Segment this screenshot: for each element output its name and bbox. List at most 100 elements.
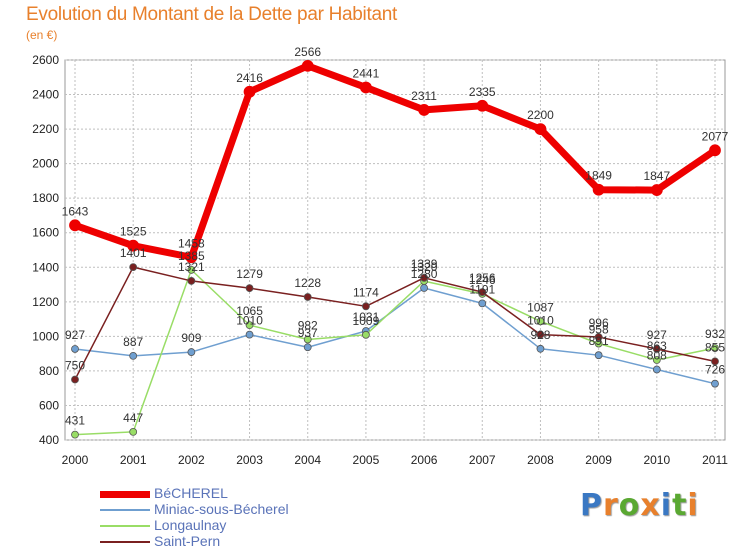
- data-label: 2311: [411, 89, 437, 103]
- x-tick-label: 2005: [353, 453, 380, 467]
- data-point: [187, 277, 196, 285]
- data-point: [711, 344, 719, 353]
- data-label: 808: [647, 349, 667, 363]
- data-point: [420, 284, 428, 292]
- series-line: [74, 269, 716, 436]
- data-label: 887: [123, 335, 143, 349]
- data-point: [303, 343, 312, 352]
- data-point: [536, 344, 545, 353]
- legend-item: Saint-Pern: [100, 533, 360, 550]
- x-tick-label: 2000: [62, 453, 89, 467]
- data-label: 1246: [469, 273, 496, 287]
- data-point: [245, 330, 254, 339]
- data-label: 750: [65, 359, 85, 373]
- data-label: 1191: [469, 282, 495, 296]
- y-tick-label: 800: [39, 364, 59, 378]
- y-tick-label: 1200: [32, 295, 59, 309]
- data-point: [709, 144, 721, 157]
- legend-label: BéCHEREL: [154, 485, 228, 501]
- data-label: 1010: [236, 314, 263, 328]
- data-label: 863: [647, 339, 667, 353]
- data-label: 1280: [411, 267, 438, 281]
- data-label: 1228: [294, 276, 321, 290]
- legend-label: Miniac-sous-Bécherel: [154, 501, 289, 517]
- data-point: [129, 263, 138, 272]
- y-tick-label: 2200: [32, 122, 59, 136]
- legend-swatch: [100, 541, 150, 543]
- y-tick-label: 600: [39, 398, 59, 412]
- series-layer: [69, 59, 721, 439]
- legend: BéCHEREL Miniac-sous-Bécherel Longaulnay Sa…: [100, 485, 360, 550]
- logo-letter: x: [640, 488, 661, 523]
- legend-label: Saint-Pern: [154, 533, 221, 549]
- x-tick-label: 2008: [527, 453, 554, 467]
- plot-frame: [64, 59, 726, 441]
- data-point: [301, 59, 314, 72]
- data-label: 1031: [353, 310, 380, 324]
- data-label: 927: [647, 328, 667, 342]
- logo-letter: o: [618, 488, 641, 523]
- data-label: 1401: [120, 246, 147, 260]
- data-label: 937: [298, 326, 318, 340]
- data-label: 1847: [643, 169, 670, 183]
- data-point: [71, 345, 79, 353]
- legend-item: BéCHEREL: [100, 485, 360, 502]
- data-labels: 1643 1525 1458 2416 2566 2441 2311 2335 2200 1849…: [62, 45, 729, 428]
- logo-letter: r: [603, 488, 619, 523]
- data-label: 1321: [178, 260, 205, 274]
- data-label: 1339: [411, 257, 438, 271]
- data-label: 996: [589, 316, 609, 330]
- legend-swatch: [100, 525, 150, 527]
- x-tick-label: 2007: [469, 453, 496, 467]
- series-line: [74, 266, 716, 381]
- data-point: [245, 284, 254, 293]
- data-point: [418, 104, 430, 116]
- data-point: [536, 330, 545, 339]
- data-label: 1458: [178, 236, 205, 250]
- data-point: [594, 351, 603, 360]
- data-label: 1385: [178, 249, 205, 263]
- series-line: [71, 62, 719, 261]
- data-label: 932: [705, 327, 725, 341]
- x-tick-label: 2006: [411, 453, 438, 467]
- data-label: 958: [589, 323, 609, 337]
- data-point: [650, 184, 663, 196]
- data-point: [478, 288, 487, 297]
- data-label: 1009: [353, 314, 380, 328]
- data-point: [362, 330, 370, 339]
- data-label: 2566: [294, 45, 321, 59]
- data-label: 431: [65, 414, 85, 428]
- data-label: 1849: [585, 169, 612, 183]
- data-point: [711, 357, 719, 366]
- data-label: 2077: [702, 129, 729, 143]
- x-tick-label: 2004: [294, 453, 321, 467]
- data-point: [478, 299, 487, 308]
- y-tick-label: 1600: [32, 226, 59, 240]
- data-point: [536, 317, 545, 326]
- data-label: 2441: [353, 66, 380, 80]
- chart-title: Evolution du Montant de la Dette par Hab…: [26, 4, 397, 25]
- data-label: 1065: [236, 304, 263, 318]
- data-label: 2416: [236, 71, 263, 85]
- data-point: [303, 293, 312, 301]
- data-point: [420, 273, 428, 282]
- axes: 400 600 800 1000 1200 1400 1600 1800 2000 2200 240…: [32, 53, 728, 467]
- logo-letter: i: [660, 488, 673, 523]
- legend-item: Longaulnay: [100, 517, 360, 534]
- logo-letter: t: [672, 488, 688, 523]
- y-tick-label: 2000: [32, 157, 59, 171]
- data-point: [360, 81, 372, 94]
- data-label: 927: [65, 328, 85, 342]
- data-point: [69, 219, 81, 232]
- data-label: 982: [298, 318, 318, 332]
- data-point: [362, 302, 370, 311]
- data-label: 1087: [527, 300, 554, 314]
- data-label: 1320: [411, 260, 438, 274]
- data-label: 2200: [527, 108, 554, 122]
- data-point: [303, 335, 312, 344]
- series-line: [74, 287, 716, 385]
- data-label: 447: [123, 411, 143, 425]
- data-label: 1525: [120, 225, 147, 239]
